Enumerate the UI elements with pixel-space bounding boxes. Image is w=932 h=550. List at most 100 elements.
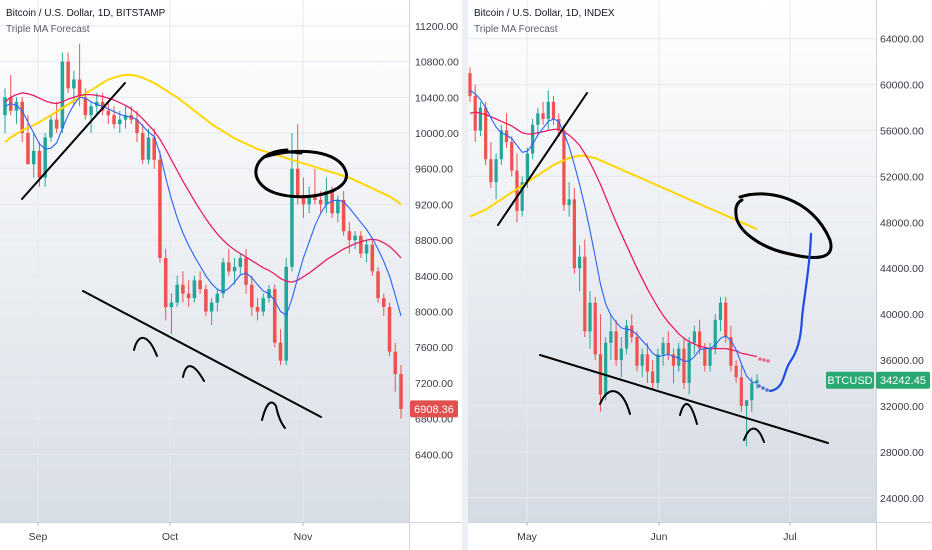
candle	[624, 319, 629, 355]
candle-body	[651, 371, 655, 384]
candle-body	[671, 354, 676, 366]
candle	[604, 337, 608, 401]
candle	[169, 293, 174, 334]
left-price-scale-background[interactable]	[409, 0, 462, 522]
price-tick-label: 24000.00	[880, 493, 924, 505]
price-tick-label: 8800.00	[415, 235, 453, 247]
candle-body	[504, 130, 509, 142]
right-forecast-dots	[757, 357, 770, 392]
candle	[209, 298, 214, 325]
price-tick-label: 44000.00	[880, 263, 924, 275]
left-plot-area	[3, 43, 403, 419]
candle	[551, 96, 556, 125]
candle	[227, 249, 231, 276]
candle-body	[77, 79, 82, 98]
candle-body	[255, 307, 260, 312]
candle-body	[577, 256, 582, 269]
candle-body	[619, 348, 623, 361]
candle	[399, 365, 403, 419]
candle	[20, 97, 24, 142]
candle	[238, 253, 243, 276]
price-tick-label: 56000.00	[880, 126, 924, 138]
candle-body	[43, 137, 47, 178]
candle-body	[209, 302, 214, 312]
left-time-scale-background[interactable]	[0, 522, 462, 550]
candle-body	[541, 113, 545, 120]
candle	[671, 348, 676, 384]
candle-body	[204, 289, 208, 312]
right-price-scale-background[interactable]	[876, 0, 932, 522]
candle	[140, 124, 145, 165]
candle-body	[531, 124, 535, 154]
candle	[708, 342, 712, 372]
candle-body	[26, 133, 30, 165]
left-last-price-badge: 6908.36	[410, 400, 458, 418]
candle	[278, 329, 283, 366]
time-tick-label: Oct	[162, 531, 178, 543]
ma-slow-line	[4, 74, 402, 206]
panel-divider[interactable]	[462, 0, 468, 550]
right-time-scale-background[interactable]	[468, 522, 932, 550]
candle-body	[393, 351, 398, 374]
candle-body	[163, 257, 168, 308]
right-trendline-support	[539, 354, 829, 444]
candle	[499, 124, 503, 165]
candle-body	[301, 195, 306, 205]
candle-body	[520, 182, 524, 211]
candle-body	[261, 298, 266, 312]
candle	[163, 249, 168, 321]
candle-body	[376, 271, 380, 299]
candle-body	[635, 337, 639, 366]
candle-body	[734, 365, 738, 378]
price-tick-label: 28000.00	[880, 447, 924, 459]
candle-body	[295, 168, 300, 196]
candle-body	[515, 170, 519, 211]
candle	[739, 365, 743, 412]
candle-body	[89, 106, 93, 116]
price-tick-label: 9600.00	[415, 164, 453, 176]
right-forecast-projection	[768, 232, 813, 393]
candle-body	[330, 191, 334, 214]
candle-body	[614, 331, 618, 361]
candle	[175, 275, 179, 308]
candle-body	[175, 284, 179, 303]
candle-body	[703, 348, 707, 366]
candle	[583, 239, 587, 338]
candle-body	[546, 101, 550, 120]
candle	[750, 377, 754, 412]
candle-body	[687, 342, 691, 384]
candle	[562, 124, 566, 211]
price-tick-label: 10400.00	[415, 92, 459, 104]
price-tick-label: 11200.00	[415, 21, 458, 33]
candle	[468, 67, 472, 102]
time-tick-label: Jun	[651, 531, 668, 543]
left-price-axis[interactable]: 11200.00 10800.00 10400.00 10000.00 9600.00 9…	[415, 21, 459, 461]
right-time-axis[interactable]: May Jun Jul	[517, 522, 797, 543]
left-bottom-mark-3	[261, 401, 286, 429]
candle	[192, 275, 197, 303]
left-time-axis[interactable]: Sep Oct Nov	[29, 522, 313, 543]
candle	[158, 150, 162, 263]
right-chart-panel[interactable]: 64000.00 60000.00 56000.00 52000.00 48000.00…	[468, 0, 932, 550]
candle	[744, 400, 749, 447]
candle	[651, 360, 655, 389]
candle	[112, 106, 116, 129]
right-price-axis[interactable]: 64000.00 60000.00 56000.00 52000.00 48000.00…	[880, 34, 924, 505]
price-tick-label: 7600.00	[415, 342, 453, 354]
left-chart-panel[interactable]: 11200.00 10800.00 10400.00 10000.00 9600.00 9…	[0, 0, 462, 550]
time-tick-label: Nov	[294, 531, 313, 543]
price-tick-label: 9200.00	[415, 199, 453, 211]
candle-body	[336, 199, 340, 214]
left-bottom-mark-2	[182, 365, 205, 382]
candle	[347, 222, 352, 254]
candle	[387, 302, 392, 357]
candle	[272, 284, 277, 348]
candle	[520, 176, 524, 217]
candle-body	[364, 244, 369, 254]
candle-body	[20, 101, 24, 134]
candle-body	[244, 257, 248, 285]
candle	[718, 296, 723, 332]
candle	[359, 231, 363, 258]
